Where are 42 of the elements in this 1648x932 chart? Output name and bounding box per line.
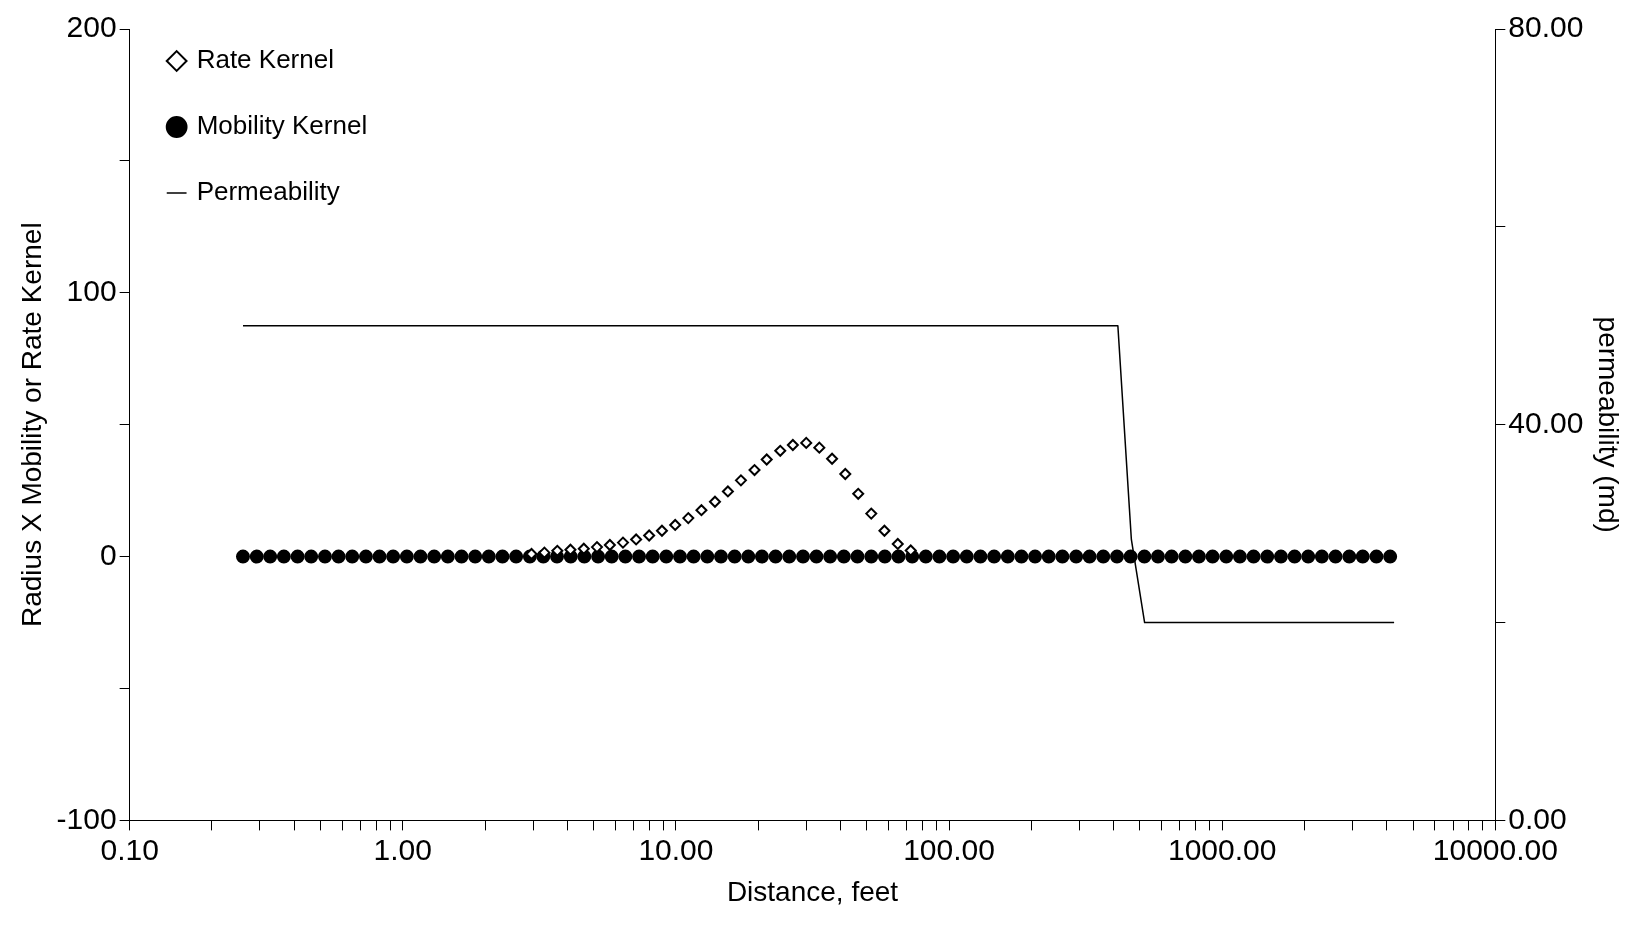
point	[774, 444, 787, 457]
point	[748, 464, 761, 477]
point	[695, 504, 708, 517]
point	[813, 441, 826, 454]
point	[721, 485, 734, 498]
point	[655, 524, 668, 537]
point	[878, 524, 891, 537]
legend-label: Rate Kernel	[196, 44, 334, 75]
x-tick-label: 1000.00	[1167, 832, 1277, 866]
y-tick-label: -100	[56, 801, 117, 835]
y2-tick-label: 40.00	[1508, 405, 1584, 439]
y2-tick-label: 0.00	[1508, 801, 1567, 835]
point	[826, 452, 839, 465]
point	[603, 538, 616, 551]
point	[891, 537, 904, 550]
point	[643, 529, 656, 542]
y-tick-label: 0	[99, 537, 117, 571]
legend-label: Permeability	[196, 176, 340, 207]
point	[852, 487, 865, 500]
point	[669, 518, 682, 531]
point	[839, 468, 852, 481]
x-tick-label: 100.00	[903, 832, 995, 866]
y2-tick-label: 80.00	[1508, 10, 1584, 44]
point	[616, 536, 629, 549]
x-tick-label: 0.10	[100, 832, 159, 866]
y-tick-label: 200	[66, 10, 117, 44]
y2-axis-title: permeability (md)	[1593, 316, 1625, 533]
x-tick-label: 10000.00	[1432, 832, 1558, 866]
x-tick-label: 1.00	[373, 832, 432, 866]
point	[734, 474, 747, 487]
point	[760, 453, 773, 466]
y-axis-title: Radius X Mobility or Rate Kernel	[15, 222, 47, 628]
x-tick-label: 10.00	[638, 832, 714, 866]
point	[630, 533, 643, 546]
point	[682, 512, 695, 525]
y-tick-label: 100	[66, 274, 117, 308]
point	[786, 439, 799, 452]
point	[708, 495, 721, 508]
x-axis-title: Distance, feet	[726, 875, 899, 907]
point	[800, 436, 813, 449]
legend-label: Mobility Kernel	[196, 110, 368, 141]
point	[865, 507, 878, 520]
